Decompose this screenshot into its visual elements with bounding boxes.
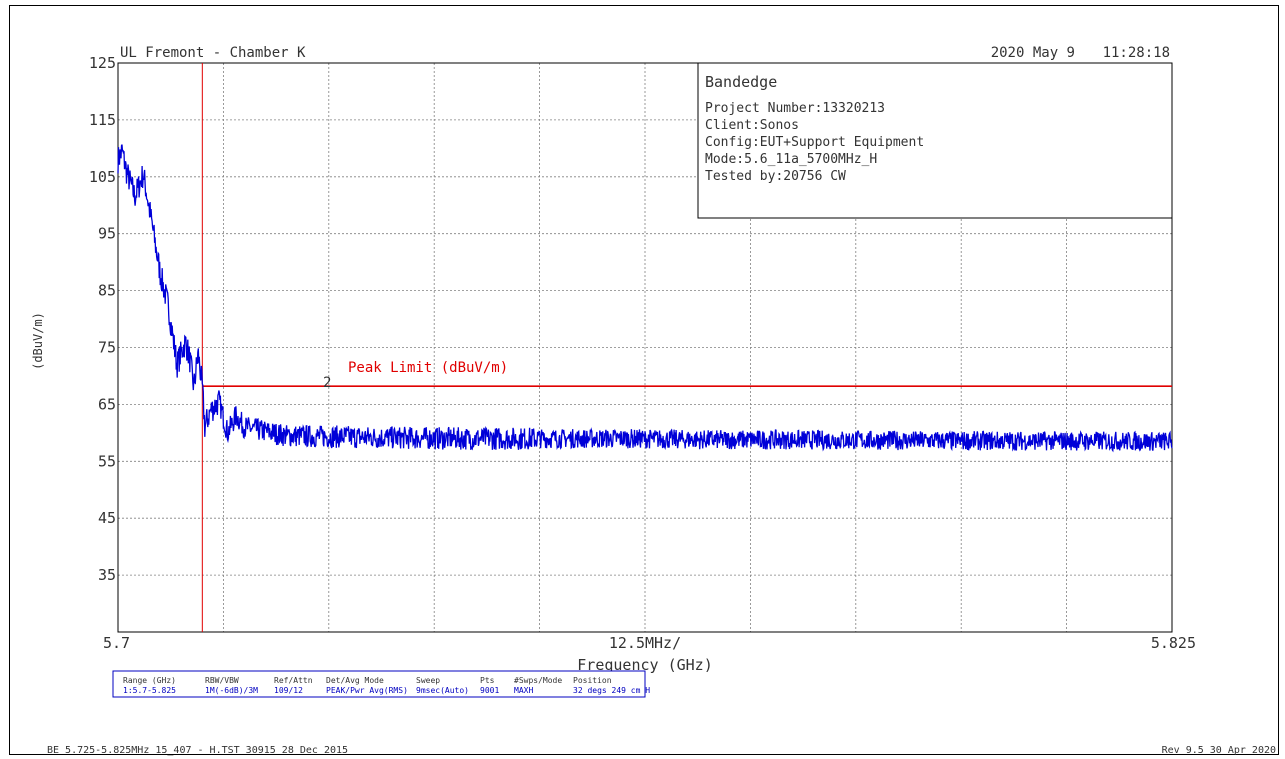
- info-line-project: Project Number:13320213: [705, 101, 885, 116]
- marker-label: 2: [323, 375, 331, 391]
- y-tick-label: 65: [98, 395, 116, 413]
- settings-value: 9msec(Auto): [416, 686, 469, 695]
- settings-value: 109/12: [274, 686, 303, 695]
- x-tick-right: 5.825: [1151, 634, 1196, 652]
- header-date: 2020 May 9: [991, 45, 1075, 61]
- y-tick-label: 95: [98, 225, 116, 243]
- settings-header: Sweep: [416, 676, 440, 685]
- y-tick-label: 55: [98, 452, 116, 470]
- x-tick-left: 5.7: [103, 634, 130, 652]
- y-tick-label: 75: [98, 339, 116, 357]
- footer-right: Rev 9.5 30 Apr 2020: [1162, 745, 1276, 756]
- plot-border: [117, 62, 1173, 633]
- settings-value: 1:5.7-5.825: [123, 686, 176, 695]
- limit-layer: [201, 63, 1172, 632]
- limit-label: Peak Limit (dBuV/m): [348, 360, 508, 376]
- settings-value: 1M(-6dB)/3M: [205, 686, 258, 695]
- settings-header: Ref/Attn: [274, 676, 313, 685]
- settings-value: 9001: [480, 686, 499, 695]
- y-tick-label: 125: [89, 54, 116, 72]
- settings-header: RBW/VBW: [205, 676, 239, 685]
- y-tick-labels: 125 115 105 95 85 75 65 55 45 35: [89, 54, 116, 584]
- grid: [118, 63, 1172, 632]
- x-tick-center: 12.5MHz/: [609, 634, 681, 652]
- info-line-tested-by: Tested by:20756 CW: [705, 169, 846, 184]
- y-axis-label: (dBuV/m): [31, 312, 45, 370]
- spectrum-trace: [117, 144, 1173, 453]
- chart-frame: 125 115 105 95 85 75 65 55 45 35 UL Fremont - Cha…: [9, 5, 1279, 756]
- info-line-mode: Mode:5.6_11a_5700MHz_H: [705, 152, 877, 167]
- info-line-client: Client:Sonos: [705, 118, 799, 133]
- spectrum-chart: 125 115 105 95 85 75 65 55 45 35 UL Fremont - Cha…: [31, 45, 1276, 756]
- settings-value: 32 degs 249 cm H: [573, 686, 650, 695]
- settings-value: PEAK/Pwr Avg(RMS): [326, 686, 408, 695]
- footer-left: BE 5.725-5.825MHz 15_407 - H.TST 30915 2…: [47, 745, 348, 756]
- y-tick-label: 105: [89, 168, 116, 186]
- y-tick-label: 45: [98, 509, 116, 527]
- settings-value: MAXH: [514, 686, 533, 695]
- y-tick-label: 35: [98, 566, 116, 584]
- header-site: UL Fremont - Chamber K: [120, 45, 306, 61]
- y-tick-label: 85: [98, 282, 116, 300]
- settings-header: Pts: [480, 676, 495, 685]
- info-box: Bandedge Project Number:13320213 Client:…: [697, 62, 1173, 219]
- settings-header: Det/Avg Mode: [326, 676, 384, 685]
- info-box-frame: [697, 62, 1173, 219]
- y-tick-label: 115: [89, 111, 116, 129]
- info-box-title: Bandedge: [705, 73, 777, 91]
- settings-header: #Swps/Mode: [514, 676, 562, 685]
- settings-table-frame: [112, 670, 646, 698]
- settings-table: Range (GHz)1:5.7-5.825 RBW/VBW1M(-6dB)/3M…: [112, 670, 650, 698]
- settings-header: Range (GHz): [123, 676, 176, 685]
- settings-header: Position: [573, 676, 612, 685]
- x-axis-label: Frequency (GHz): [577, 656, 712, 674]
- info-line-config: Config:EUT+Support Equipment: [705, 135, 924, 150]
- header-time: 11:28:18: [1103, 45, 1170, 61]
